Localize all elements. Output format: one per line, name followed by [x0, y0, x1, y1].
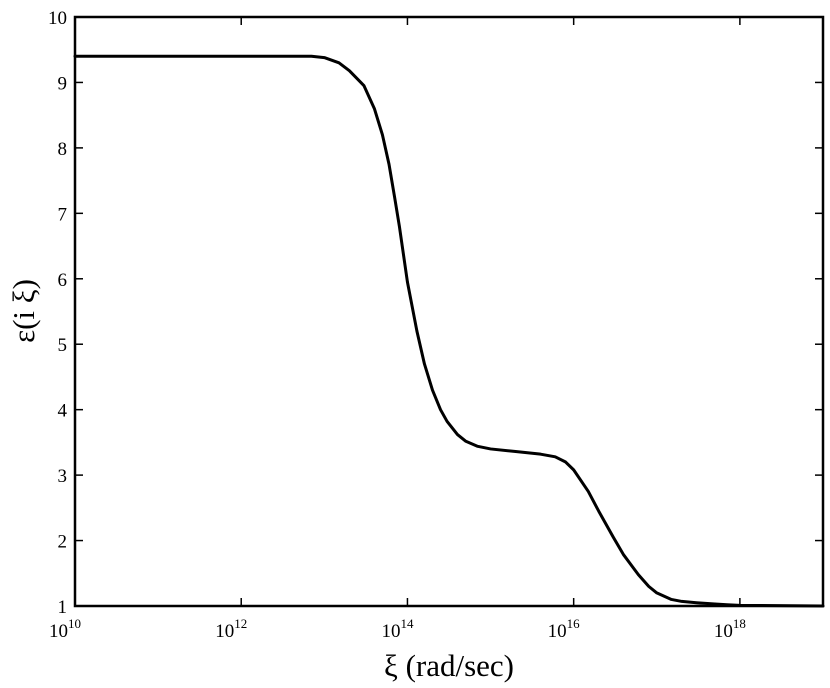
axis-ticks	[74, 16, 823, 607]
x-tick-labels: 1010 1012 1014 1016 1018	[49, 616, 746, 642]
y-tick-label: 7	[58, 204, 68, 225]
x-tick-label: 1014	[381, 616, 414, 642]
y-tick-label: 5	[58, 335, 68, 356]
x-tick-label: 1018	[714, 616, 746, 642]
x-tick-label: 1012	[215, 616, 247, 642]
y-tick-label: 4	[58, 401, 68, 422]
y-tick-label: 2	[58, 532, 68, 553]
y-tick-label: 6	[58, 270, 68, 291]
y-axis-title: ε(i ξ)	[6, 279, 41, 343]
y-tick-label: 10	[48, 8, 67, 29]
y-tick-label: 8	[58, 139, 68, 160]
y-tick-label: 3	[58, 466, 68, 487]
x-tick-label: 1016	[548, 616, 581, 642]
y-tick-label: 9	[58, 73, 68, 94]
y-tick-label: 1	[58, 597, 68, 618]
x-tick-label: 1010	[49, 616, 81, 642]
x-axis-title: ξ (rad/sec)	[384, 648, 514, 683]
plot-frame	[73, 15, 825, 608]
y-tick-labels: 1 2 3 4 5 6 7 8 9 10	[48, 8, 68, 618]
series-line	[73, 54, 825, 608]
